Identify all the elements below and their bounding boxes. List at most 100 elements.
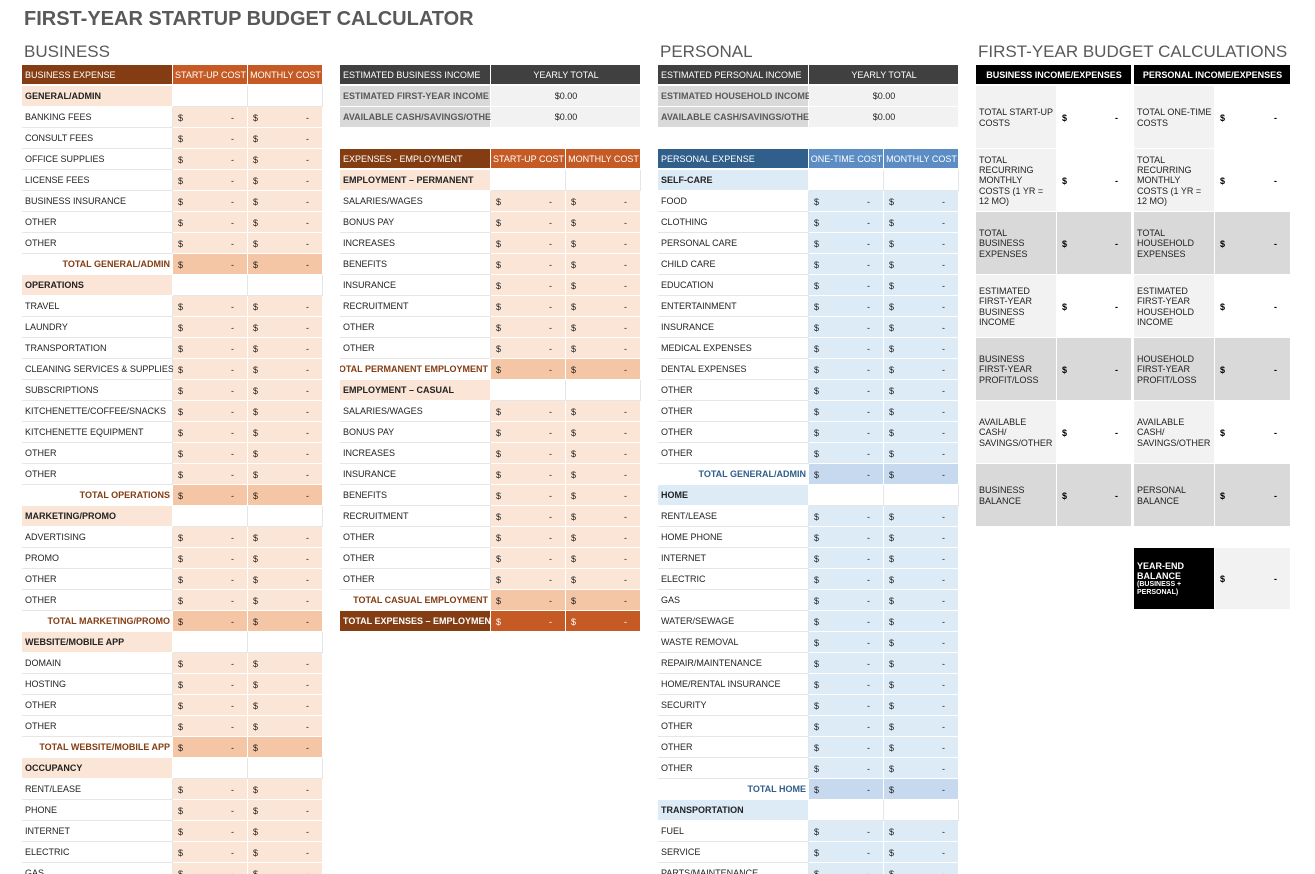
amount-cell: $ - <box>173 674 248 695</box>
amount-value: - <box>1274 427 1277 438</box>
amount-value: - <box>624 427 627 438</box>
currency-symbol: $ <box>814 280 820 291</box>
currency-symbol: $ <box>571 280 577 291</box>
amount-value: - <box>231 364 234 375</box>
expense-label: OTHER <box>340 527 491 548</box>
amount-value: - <box>867 742 870 753</box>
amount-value: - <box>867 364 870 375</box>
currency-symbol: $ <box>571 238 577 249</box>
currency-symbol: $ <box>178 196 184 207</box>
amount-cell: $ - <box>173 863 248 874</box>
currency-symbol: $ <box>889 238 895 249</box>
expense-label: WATER/SEWAGE <box>658 611 809 632</box>
amount-value: - <box>549 280 552 291</box>
amount-cell: $ - <box>491 611 566 632</box>
currency-symbol: $ <box>178 133 184 144</box>
amount-value: - <box>231 175 234 186</box>
amount-value: - <box>306 868 309 874</box>
amount-cell: $ - <box>248 485 323 506</box>
amount-cell: $ - <box>566 296 641 317</box>
currency-symbol: $ <box>1220 427 1226 438</box>
amount-value: - <box>624 280 627 291</box>
amount-value: - <box>306 427 309 438</box>
amount-cell: $ - <box>884 296 959 317</box>
currency-symbol: $ <box>814 385 820 396</box>
total-label: TOTAL CASUAL EMPLOYMENT <box>340 590 491 611</box>
amount-cell: $ - <box>884 758 959 779</box>
amount-value: - <box>231 532 234 543</box>
year-end-note: (BUSINESS + PERSONAL) <box>1137 581 1182 597</box>
amount-cell: $ - <box>809 611 884 632</box>
amount-cell: $ - <box>884 716 959 737</box>
expense-label: REPAIR/MAINTENANCE <box>658 653 809 674</box>
currency-symbol: $ <box>178 616 184 627</box>
amount-value: - <box>942 259 945 270</box>
amount-cell: $ - <box>173 821 248 842</box>
calc-label: TOTAL RECURRING MONTHLY COSTS (1 YR = 12… <box>976 149 1057 212</box>
blank-cell <box>566 380 641 401</box>
currency-symbol: $ <box>253 343 259 354</box>
currency-symbol: $ <box>253 364 259 375</box>
amount-value: - <box>1274 573 1277 584</box>
amount-value: - <box>306 238 309 249</box>
amount-cell: $ - <box>566 590 641 611</box>
amount-value: - <box>942 763 945 774</box>
amount-value: - <box>549 595 552 606</box>
expense-label: INSURANCE <box>340 275 491 296</box>
amount-cell: $ - <box>884 821 959 842</box>
amount-cell: $ - <box>809 758 884 779</box>
amount-cell: $ - <box>248 611 323 632</box>
amount-cell: $ - <box>809 548 884 569</box>
total-label: TOTAL OPERATIONS <box>22 485 173 506</box>
expense-label: OTHER <box>22 443 173 464</box>
amount-value: - <box>867 700 870 711</box>
calc-label: PERSONAL BALANCE <box>1134 464 1215 527</box>
amount-value: - <box>624 238 627 249</box>
section-title: TRANSPORTATION <box>658 800 809 821</box>
column-header: START-UP COST <box>491 149 566 169</box>
amount-cell: $ - <box>809 464 884 485</box>
amount-value: - <box>549 616 552 627</box>
amount-value: - <box>867 721 870 732</box>
amount-value: - <box>549 448 552 459</box>
amount-cell: $ - <box>173 695 248 716</box>
amount-value: - <box>306 847 309 858</box>
amount-cell: $ - <box>173 296 248 317</box>
currency-symbol: $ <box>571 196 577 207</box>
amount-value: - <box>231 112 234 123</box>
amount-cell: $ - <box>173 737 248 758</box>
amount-value: - <box>624 616 627 627</box>
currency-symbol: $ <box>1220 490 1226 501</box>
column-header: EXPENSES - EMPLOYMENT <box>340 149 491 169</box>
currency-symbol: $ <box>253 721 259 732</box>
amount-cell: $ - <box>884 401 959 422</box>
currency-symbol: $ <box>889 322 895 333</box>
amount-cell: $ - <box>809 527 884 548</box>
expense-label: OTHER <box>658 422 809 443</box>
amount-cell: $ - <box>248 212 323 233</box>
expense-label: EDUCATION <box>658 275 809 296</box>
amount-cell: $ - <box>173 149 248 170</box>
amount-value: - <box>867 763 870 774</box>
currency-symbol: $ <box>496 448 502 459</box>
currency-symbol: $ <box>253 784 259 795</box>
currency-symbol: $ <box>253 574 259 585</box>
currency-symbol: $ <box>571 259 577 270</box>
currency-symbol: $ <box>178 847 184 858</box>
currency-symbol: $ <box>178 742 184 753</box>
blank-cell <box>248 275 323 296</box>
currency-symbol: $ <box>178 868 184 874</box>
amount-value: - <box>867 616 870 627</box>
expense-label: OTHER <box>340 317 491 338</box>
currency-symbol: $ <box>814 637 820 648</box>
amount-cell: $ - <box>491 359 566 380</box>
expense-label: INSURANCE <box>658 317 809 338</box>
currency-symbol: $ <box>889 385 895 396</box>
blank-cell <box>884 485 959 506</box>
amount-cell: $ - <box>491 317 566 338</box>
amount-cell: $ - <box>809 590 884 611</box>
amount-cell: $ - <box>1215 464 1291 527</box>
amount-value: - <box>306 616 309 627</box>
amount-cell: $ - <box>173 422 248 443</box>
amount-value: - <box>549 406 552 417</box>
